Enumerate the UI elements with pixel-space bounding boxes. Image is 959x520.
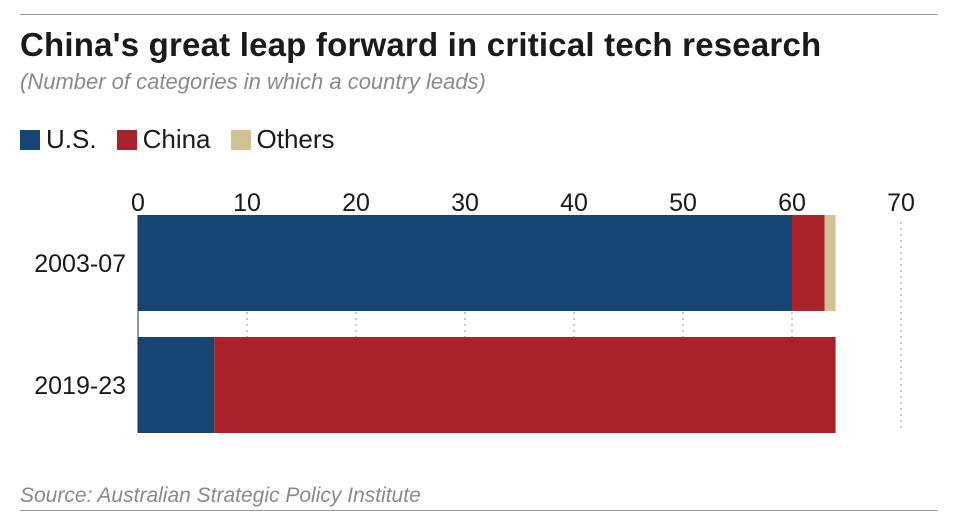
legend-swatch-us xyxy=(20,129,40,150)
x-tick-label-0: 0 xyxy=(131,189,145,217)
chart-title: China's great leap forward in critical t… xyxy=(20,26,822,63)
bottom-rule xyxy=(20,510,938,511)
legend-label-us: U.S. xyxy=(46,124,97,154)
legend-swatch-china xyxy=(116,129,137,150)
legend-swatch-others xyxy=(230,129,251,150)
x-tick-label-60: 60 xyxy=(778,189,806,217)
chart-subtitle: (Number of categories in which a country… xyxy=(20,69,486,94)
legend: U.S. China Others xyxy=(20,124,355,155)
category-label-2019-23: 2019-23 xyxy=(34,372,126,400)
x-tick-label-70: 70 xyxy=(887,189,915,217)
bar-2003-07-others xyxy=(824,215,836,311)
legend-label-china: China xyxy=(142,124,211,154)
legend-item-china: China xyxy=(116,124,211,155)
top-rule xyxy=(20,14,938,15)
x-tick-label-40: 40 xyxy=(560,189,588,217)
bar-2003-07-china xyxy=(792,215,825,311)
x-tick-label-30: 30 xyxy=(451,189,479,217)
legend-label-others: Others xyxy=(256,124,335,154)
bar-2003-07-us xyxy=(138,215,792,311)
bar-2019-23-china xyxy=(214,337,836,433)
legend-item-us: U.S. xyxy=(20,124,97,155)
x-tick-label-20: 20 xyxy=(342,189,370,217)
x-tick-label-50: 50 xyxy=(669,189,697,217)
bar-2019-23-us xyxy=(138,337,215,433)
source-note: Source: Australian Strategic Policy Inst… xyxy=(20,484,421,507)
x-tick-label-10: 10 xyxy=(233,189,261,217)
legend-item-others: Others xyxy=(230,124,335,155)
category-label-2003-07: 2003-07 xyxy=(34,250,126,278)
